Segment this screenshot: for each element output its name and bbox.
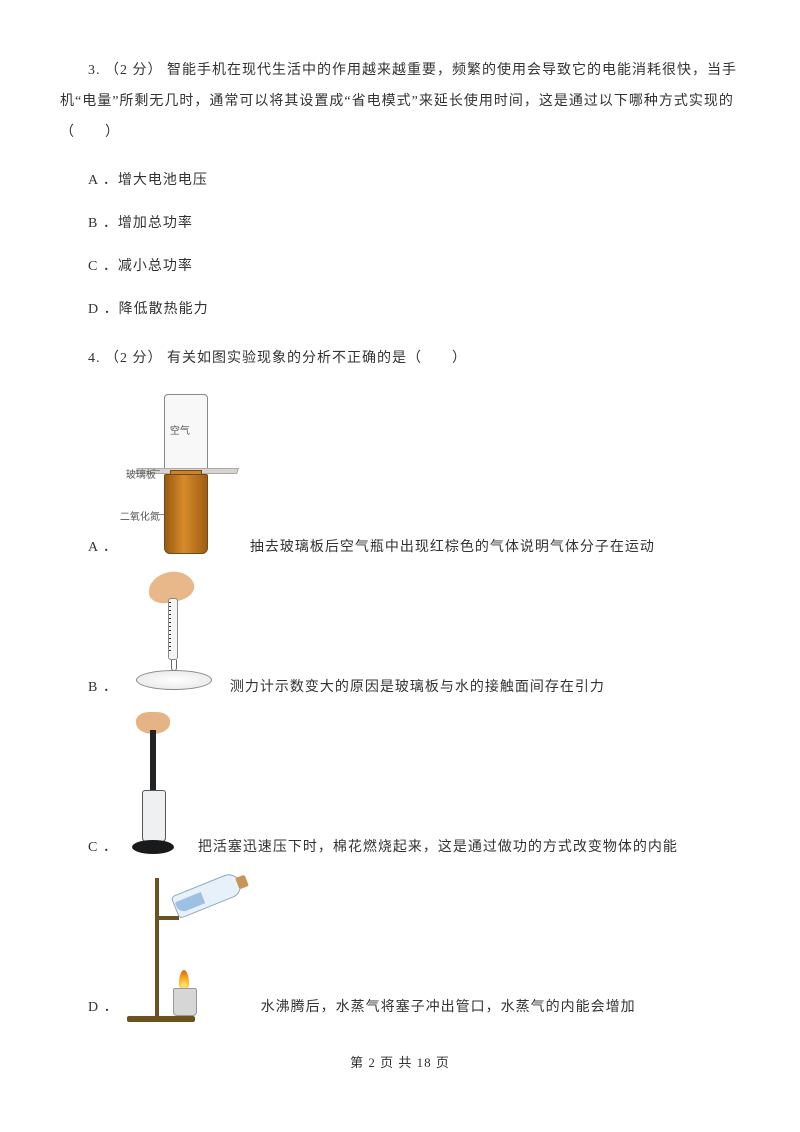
tube-base-icon bbox=[132, 840, 174, 854]
glass-leader-line bbox=[150, 470, 160, 471]
option-a-label: A ． bbox=[60, 536, 118, 562]
q3-option-c: C ．减小总功率 bbox=[60, 252, 740, 283]
q4-points: （2 分） bbox=[105, 351, 163, 366]
q4-option-a: A ． 空气 玻璃板 二氧化氮 抽去玻璃板后空气瓶中出现红棕色的气体说明气体分子… bbox=[60, 392, 740, 562]
q3-option-a: A ．增大电池电压 bbox=[60, 166, 740, 197]
air-label: 空气 bbox=[170, 422, 190, 437]
test-tube-icon bbox=[170, 871, 244, 919]
q4-number: 4. bbox=[88, 351, 101, 366]
scale-icon bbox=[169, 602, 171, 654]
q3-text: 3. （2 分） 智能手机在现代生活中的作用越来越重要，频繁的使用会导致它的电能… bbox=[60, 56, 740, 148]
option-d-label: D ． bbox=[60, 996, 119, 1022]
stand-base-icon bbox=[127, 1016, 195, 1022]
q3-option-d: D ．降低散热能力 bbox=[60, 295, 740, 326]
stand-pole-icon bbox=[155, 878, 159, 1018]
clamp-icon bbox=[155, 916, 179, 920]
q4-option-d: D ． 水沸腾后，水蒸气将塞子冲出管口，水蒸气的内能会增加 bbox=[60, 872, 740, 1022]
q3-option-b: B ．增加总功率 bbox=[60, 209, 740, 240]
option-c-desc: 把活塞迅速压下时，棉花燃烧起来，这是通过做功的方式改变物体的内能 bbox=[198, 836, 678, 862]
q3-number: 3. bbox=[88, 63, 101, 78]
diffusion-bottles-figure: 空气 玻璃板 二氧化氮 bbox=[126, 392, 236, 562]
alcohol-burner-icon bbox=[173, 988, 197, 1016]
option-a-desc: 抽去玻璃板后空气瓶中出现红棕色的气体说明气体分子在运动 bbox=[250, 536, 655, 562]
spring-balance-figure bbox=[126, 572, 216, 702]
compression-tube-icon bbox=[142, 790, 166, 842]
q4-body: 有关如图实验现象的分析不正确的是（ ） bbox=[167, 351, 467, 366]
option-c-label: C ． bbox=[60, 836, 118, 862]
no2-leader-line bbox=[154, 514, 164, 515]
q4-option-b: B ． 测力计示数变大的原因是玻璃板与水的接触面间存在引力 bbox=[60, 572, 740, 702]
water-dish-icon bbox=[136, 670, 212, 690]
flame-icon bbox=[179, 970, 189, 990]
piston-rod-icon bbox=[150, 730, 156, 794]
q4-text: 4. （2 分） 有关如图实验现象的分析不正确的是（ ） bbox=[60, 344, 740, 375]
piston-tube-figure bbox=[126, 712, 184, 862]
q4-option-c: C ． 把活塞迅速压下时，棉花燃烧起来，这是通过做功的方式改变物体的内能 bbox=[60, 712, 740, 862]
option-b-desc: 测力计示数变大的原因是玻璃板与水的接触面间存在引力 bbox=[230, 676, 605, 702]
option-d-desc: 水沸腾后，水蒸气将塞子冲出管口，水蒸气的内能会增加 bbox=[261, 996, 636, 1022]
q3-points: （2 分） bbox=[105, 63, 163, 78]
page-footer: 第 2 页 共 18 页 bbox=[60, 1052, 740, 1071]
no2-label: 二氧化氮 bbox=[120, 508, 160, 523]
boiling-tube-figure bbox=[127, 872, 247, 1022]
page-container: 3. （2 分） 智能手机在现代生活中的作用越来越重要，频繁的使用会导致它的电能… bbox=[0, 0, 800, 1111]
no2-bottle-icon bbox=[164, 474, 208, 554]
glass-label: 玻璃板 bbox=[126, 466, 156, 481]
option-b-label: B ． bbox=[60, 676, 118, 702]
